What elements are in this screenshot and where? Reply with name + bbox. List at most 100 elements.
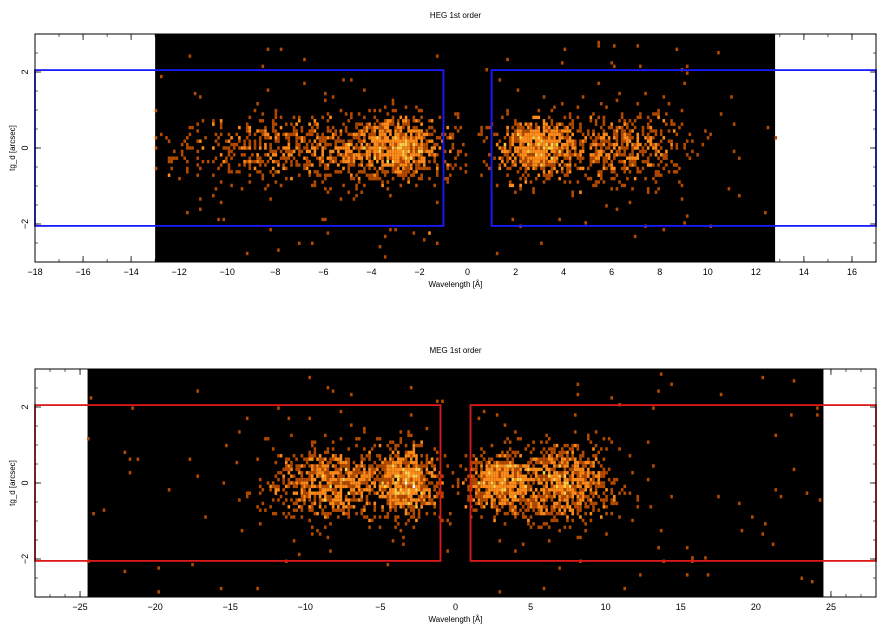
histogram-cell (248, 129, 252, 133)
histogram-cell (326, 481, 330, 485)
histogram-cell (389, 149, 392, 154)
histogram-cell (613, 156, 616, 160)
histogram-cell (409, 132, 413, 137)
histogram-cell (407, 170, 410, 174)
histogram-cell (571, 498, 574, 502)
histogram-cell (422, 136, 426, 140)
histogram-cell (178, 176, 181, 181)
histogram-cell (547, 447, 551, 451)
histogram-cell (415, 105, 418, 109)
histogram-cell (399, 139, 403, 143)
histogram-cell (266, 159, 270, 164)
histogram-cell (391, 457, 395, 461)
histogram-cell (365, 149, 369, 154)
histogram-cell (394, 132, 397, 137)
histogram-cell (537, 132, 541, 137)
histogram-cell (636, 166, 640, 171)
histogram-cell (308, 477, 311, 482)
histogram-cell (602, 467, 606, 472)
histogram-cell (727, 187, 731, 191)
histogram-cell (381, 474, 384, 478)
histogram-cell (324, 450, 327, 455)
histogram-cell (376, 477, 379, 482)
histogram-cell (573, 484, 577, 489)
histogram-cell (482, 457, 486, 461)
histogram-cell (318, 139, 322, 143)
histogram-cell (347, 474, 351, 478)
histogram-cell (337, 460, 340, 465)
histogram-cell (613, 477, 616, 482)
histogram-cell (347, 511, 351, 516)
histogram-cell (391, 153, 395, 157)
histogram-cell (303, 484, 306, 489)
histogram-cell (644, 176, 647, 181)
histogram-cell (508, 484, 512, 489)
histogram-cell (477, 460, 481, 465)
histogram-cell (368, 176, 371, 181)
histogram-cell (605, 159, 608, 164)
histogram-cell (154, 108, 158, 113)
histogram-cell (292, 474, 296, 478)
histogram-cell (339, 170, 343, 174)
histogram-cell (324, 142, 327, 147)
histogram-cell (659, 129, 663, 133)
histogram-cell (560, 447, 564, 451)
histogram-cell (579, 159, 582, 164)
histogram-cell (334, 132, 338, 137)
histogram-cell (592, 460, 595, 465)
histogram-cell (529, 488, 533, 492)
histogram-cell (365, 471, 369, 475)
histogram-cell (761, 375, 765, 380)
histogram-cell (376, 125, 379, 130)
histogram-cell (589, 481, 593, 485)
histogram-cell (566, 457, 569, 461)
histogram-cell (326, 515, 330, 519)
histogram-cell (274, 488, 278, 492)
histogram-cell (378, 142, 382, 147)
x-tick-label: −4 (366, 267, 376, 277)
histogram-cell (409, 166, 413, 171)
histogram-cell (420, 460, 423, 465)
x-tick-label: 12 (751, 267, 761, 277)
histogram-cell (521, 515, 525, 519)
histogram-cell (670, 159, 673, 164)
histogram-cell (547, 142, 551, 147)
histogram-cell (368, 477, 371, 482)
histogram-cell (261, 173, 265, 177)
histogram-cell (180, 149, 184, 154)
histogram-cell (282, 481, 285, 485)
histogram-cell (373, 501, 377, 506)
histogram-cell (597, 484, 600, 489)
histogram-cell (376, 136, 379, 140)
histogram-cell (303, 166, 306, 171)
histogram-cell (92, 511, 95, 516)
histogram-cell (521, 498, 525, 502)
histogram-cell (422, 464, 426, 468)
histogram-cell (534, 122, 538, 126)
histogram-cell (495, 505, 499, 509)
histogram-cell (613, 136, 616, 140)
histogram-cell (331, 481, 335, 485)
histogram-cell (324, 136, 327, 140)
histogram-cell (360, 498, 364, 502)
histogram-cell (219, 122, 223, 126)
histogram-cell (602, 156, 606, 160)
histogram-cell (199, 207, 202, 211)
histogram-cell (488, 471, 491, 475)
histogram-cell (527, 471, 530, 475)
histogram-cell (334, 146, 338, 150)
histogram-cell (670, 146, 673, 150)
histogram-cell (357, 484, 361, 489)
histogram-cell (659, 159, 663, 164)
histogram-cell (409, 508, 413, 512)
histogram-cell (318, 481, 322, 485)
histogram-cell (347, 149, 351, 154)
histogram-cell (324, 173, 327, 177)
histogram-cell (519, 129, 522, 133)
histogram-cell (256, 102, 259, 106)
histogram-cell (480, 477, 483, 482)
histogram-cell (310, 153, 314, 157)
histogram-cell (524, 474, 528, 478)
histogram-cell (334, 501, 338, 506)
histogram-cell (524, 139, 528, 143)
